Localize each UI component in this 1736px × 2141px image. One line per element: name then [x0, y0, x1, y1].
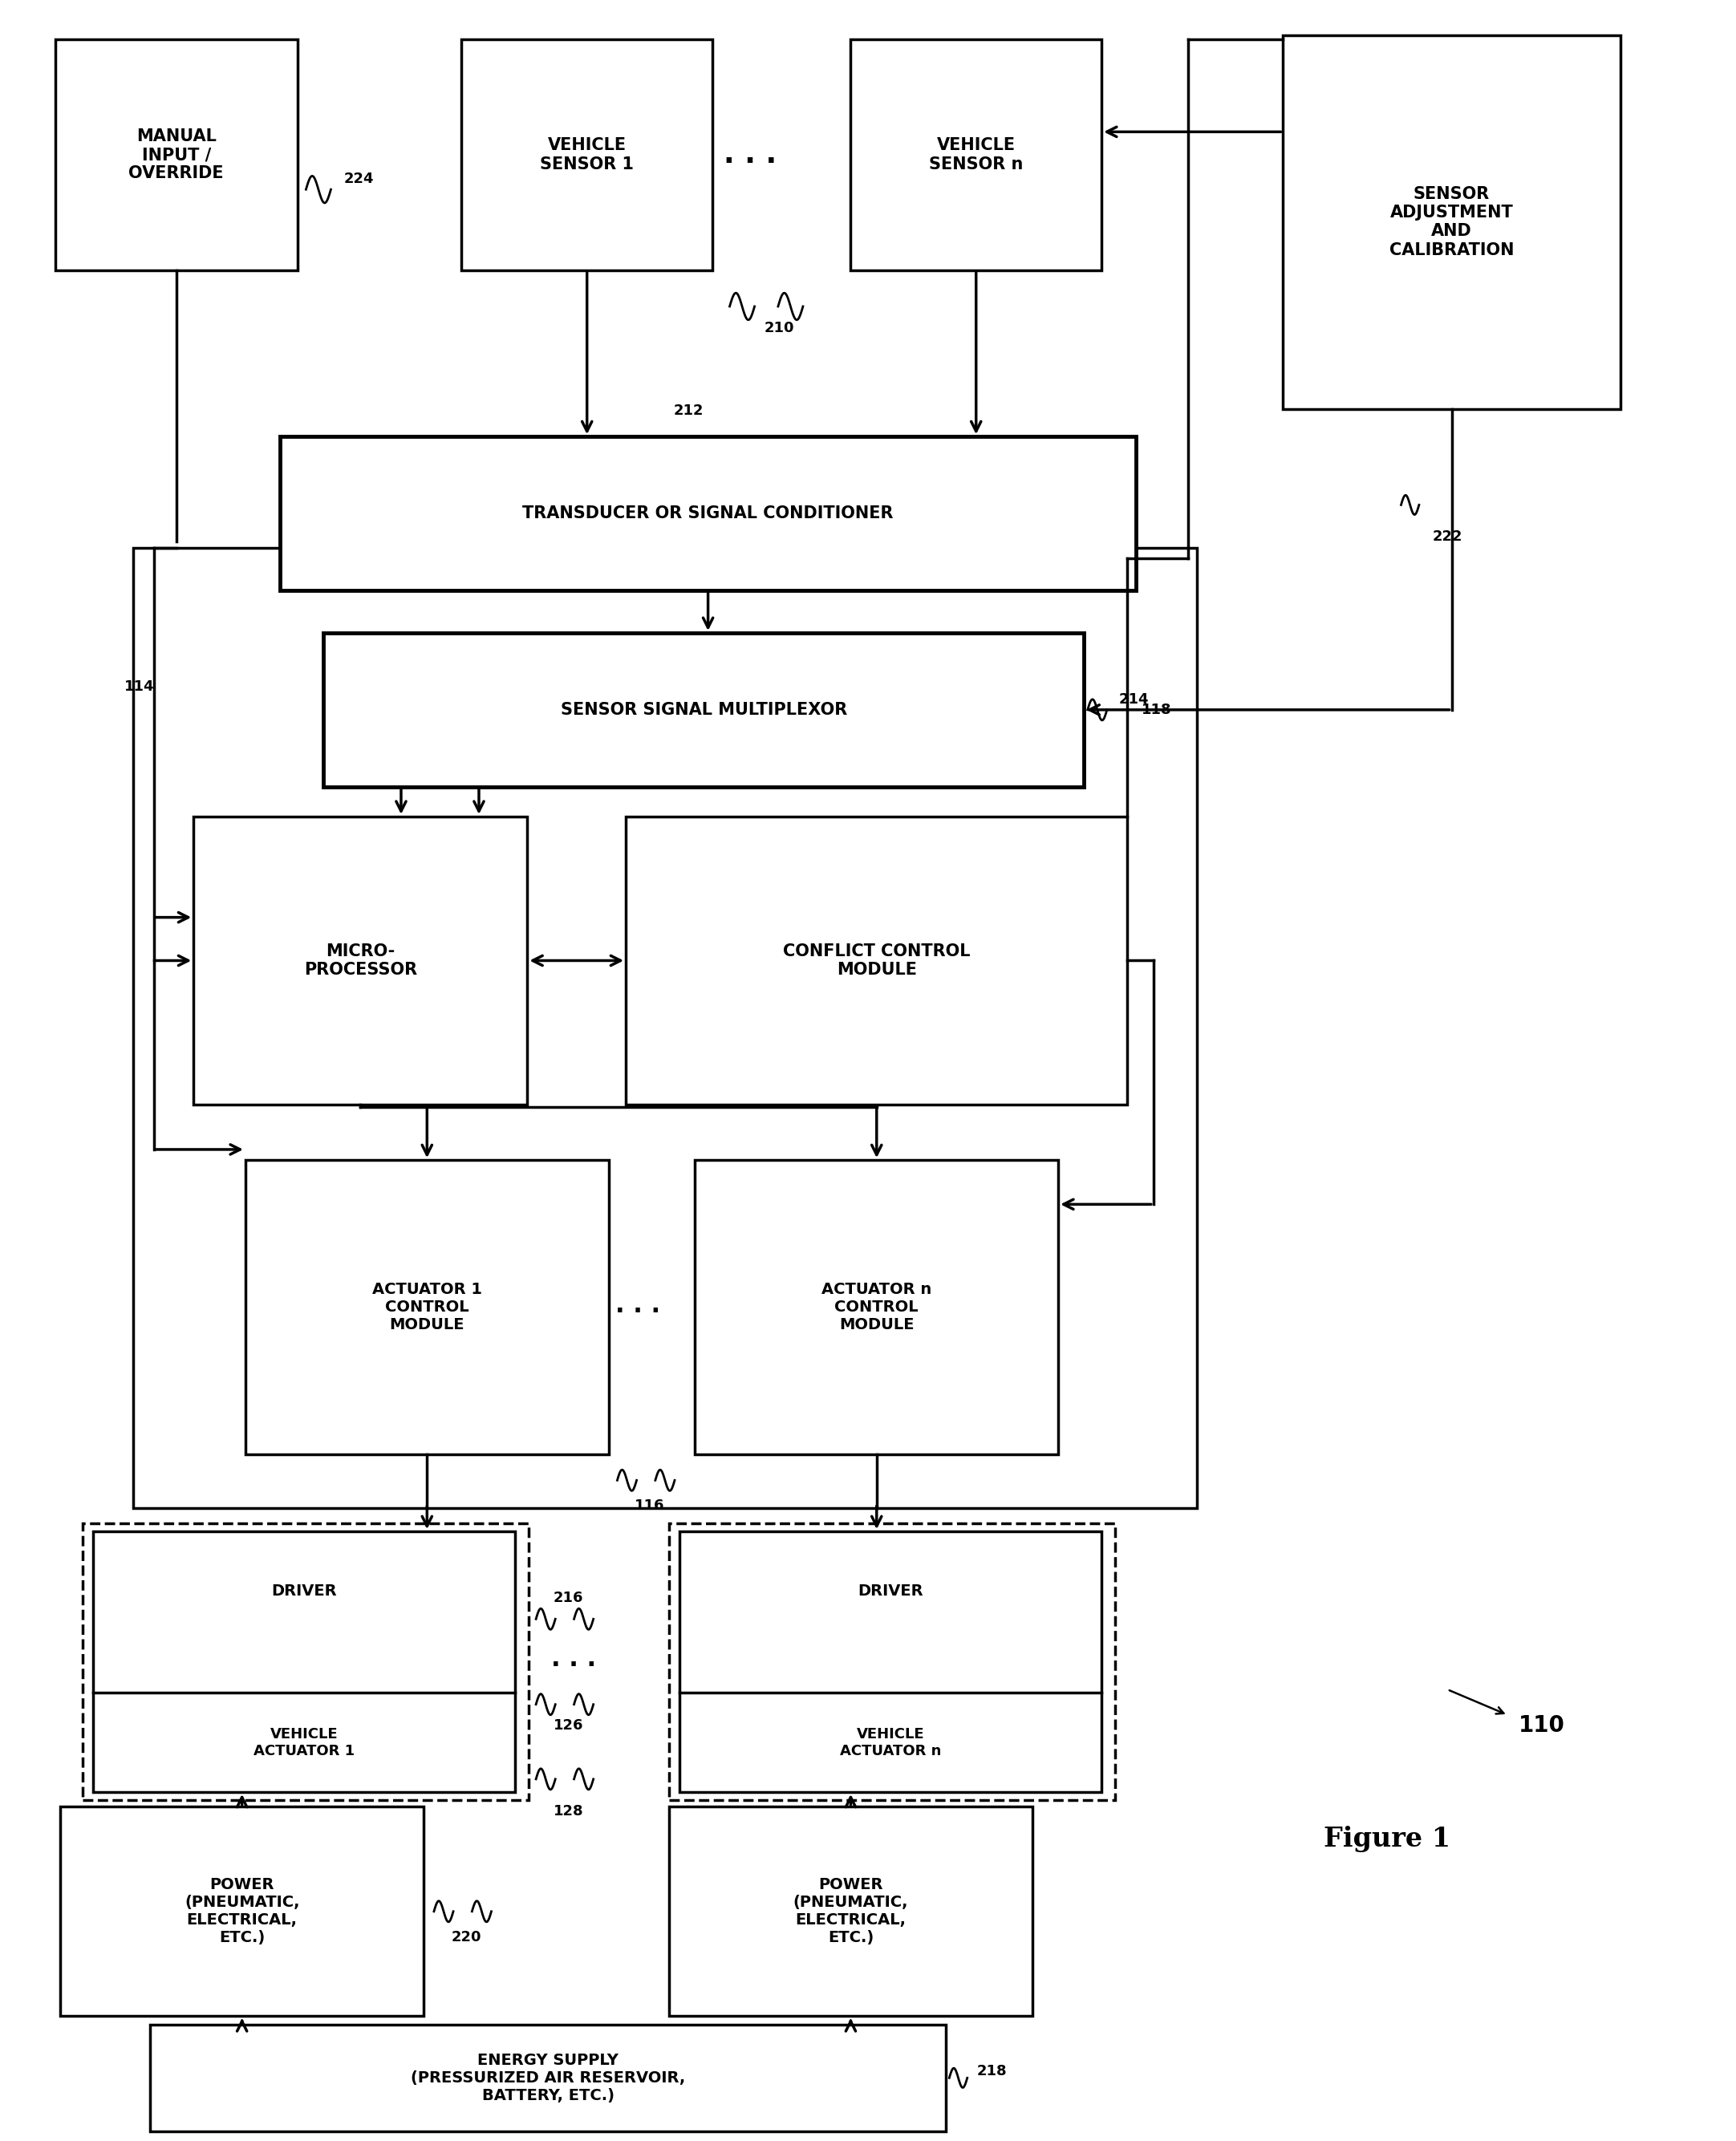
- Text: . . .: . . .: [552, 1649, 597, 1672]
- Bar: [1283, 36, 1620, 409]
- Bar: [94, 1531, 516, 1792]
- Text: MANUAL
INPUT /
OVERRIDE: MANUAL INPUT / OVERRIDE: [128, 128, 224, 182]
- Text: POWER
(PNEUMATIC,
ELECTRICAL,
ETC.): POWER (PNEUMATIC, ELECTRICAL, ETC.): [184, 1878, 300, 1946]
- Text: VEHICLE
ACTUATOR n: VEHICLE ACTUATOR n: [840, 1728, 941, 1758]
- Text: . . .: . . .: [616, 1293, 660, 1317]
- Text: 118: 118: [1141, 702, 1172, 717]
- Bar: [83, 1522, 529, 1801]
- Text: SENSOR
ADJUSTMENT
AND
CALIBRATION: SENSOR ADJUSTMENT AND CALIBRATION: [1389, 186, 1514, 259]
- Text: CONFLICT CONTROL
MODULE: CONFLICT CONTROL MODULE: [783, 944, 970, 978]
- Text: DRIVER: DRIVER: [858, 1584, 924, 1599]
- Bar: [56, 41, 297, 270]
- Text: 128: 128: [554, 1805, 583, 1818]
- Text: 212: 212: [674, 405, 703, 417]
- Text: Figure 1: Figure 1: [1323, 1826, 1450, 1852]
- Bar: [679, 1531, 1101, 1792]
- Text: . . .: . . .: [724, 141, 778, 169]
- Bar: [245, 1160, 609, 1454]
- Text: VEHICLE
ACTUATOR 1: VEHICLE ACTUATOR 1: [253, 1728, 354, 1758]
- Bar: [323, 634, 1085, 786]
- Text: 222: 222: [1432, 529, 1462, 544]
- Text: ENERGY SUPPLY
(PRESSURIZED AIR RESERVOIR,
BATTERY, ETC.): ENERGY SUPPLY (PRESSURIZED AIR RESERVOIR…: [411, 2053, 686, 2102]
- Bar: [851, 41, 1101, 270]
- Text: 214: 214: [1118, 692, 1149, 707]
- Bar: [279, 437, 1135, 591]
- Text: VEHICLE
SENSOR 1: VEHICLE SENSOR 1: [540, 137, 634, 171]
- Bar: [61, 1807, 424, 2017]
- Text: 220: 220: [451, 1929, 481, 1944]
- Text: ACTUATOR n
CONTROL
MODULE: ACTUATOR n CONTROL MODULE: [821, 1282, 932, 1332]
- Text: 110: 110: [1519, 1715, 1564, 1736]
- Text: 216: 216: [554, 1591, 583, 1606]
- Text: MICRO-
PROCESSOR: MICRO- PROCESSOR: [304, 944, 417, 978]
- Text: 210: 210: [764, 321, 795, 334]
- Bar: [462, 41, 712, 270]
- Bar: [151, 2025, 946, 2130]
- Text: ACTUATOR 1
CONTROL
MODULE: ACTUATOR 1 CONTROL MODULE: [372, 1282, 483, 1332]
- Text: TRANSDUCER OR SIGNAL CONDITIONER: TRANSDUCER OR SIGNAL CONDITIONER: [523, 505, 894, 522]
- Text: 218: 218: [977, 2064, 1007, 2079]
- Text: DRIVER: DRIVER: [271, 1584, 337, 1599]
- Text: 224: 224: [344, 171, 373, 186]
- Bar: [694, 1160, 1059, 1454]
- Text: 114: 114: [125, 679, 155, 694]
- Text: 126: 126: [554, 1719, 583, 1732]
- Bar: [627, 816, 1127, 1105]
- Bar: [668, 1522, 1115, 1801]
- Bar: [668, 1807, 1033, 2017]
- Bar: [194, 816, 528, 1105]
- Text: 116: 116: [635, 1499, 665, 1514]
- Bar: [134, 548, 1196, 1507]
- Text: POWER
(PNEUMATIC,
ELECTRICAL,
ETC.): POWER (PNEUMATIC, ELECTRICAL, ETC.): [793, 1878, 908, 1946]
- Text: SENSOR SIGNAL MULTIPLEXOR: SENSOR SIGNAL MULTIPLEXOR: [561, 702, 847, 717]
- Text: VEHICLE
SENSOR n: VEHICLE SENSOR n: [929, 137, 1023, 171]
